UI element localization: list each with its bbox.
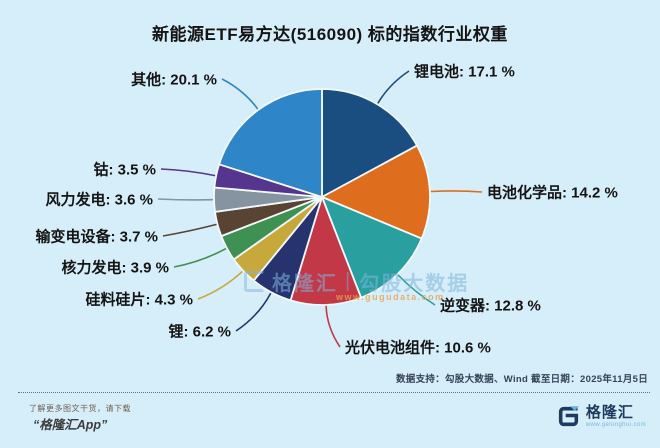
gelonghui-g-icon — [558, 406, 579, 427]
pie-slice — [321, 88, 418, 198]
slice-label: 钴: 3.5 % — [93, 161, 156, 179]
slice-label: 电池化学品: 14.2 % — [487, 184, 618, 202]
watermark-url: www.gugudata.com — [336, 292, 445, 302]
slice-label: 逆变器: 12.8 % — [440, 297, 541, 315]
watermark-brand: 格隆汇 — [272, 273, 338, 295]
leader-line — [397, 274, 436, 306]
pie-slice — [321, 144, 431, 240]
watermark-divider: | — [345, 270, 353, 292]
slice-label: 锂: 6.2 % — [168, 323, 231, 341]
footer-promo-text: 了解更多图文干货，请下载 — [29, 404, 131, 413]
watermark-name: 勾股大数据 — [359, 273, 470, 295]
pie-slice — [218, 88, 323, 198]
chart-title: 新能源ETF易方达(516090) 标的指数行业权重 — [152, 25, 508, 44]
logo-url-text: www.gelonghui.com — [585, 422, 646, 428]
leader-line — [430, 190, 483, 193]
leader-line — [221, 78, 259, 110]
pie-slice — [289, 196, 362, 306]
leader-line — [162, 223, 217, 237]
pie-slice — [321, 196, 423, 299]
footer-divider — [18, 392, 650, 393]
chart-watermark: 格隆汇 | 勾股大数据 — [244, 267, 469, 296]
leader-line — [160, 168, 216, 177]
leader-line — [325, 305, 341, 348]
slice-label: 硅料硅片: 4.3 % — [85, 291, 193, 309]
footer-app-name: “格隆汇App” — [33, 418, 108, 432]
slice-label: 风力发电: 3.6 % — [45, 191, 153, 209]
slice-label: 核力发电: 3.9 % — [61, 259, 169, 277]
slice-label: 其他: 20.1 % — [131, 71, 217, 89]
watermark-g-icon — [244, 271, 265, 292]
leader-line — [235, 292, 272, 332]
slice-label: 光伏电池组件: 10.6 % — [345, 339, 491, 357]
slice-label: 输变电设备: 3.7 % — [35, 228, 158, 246]
leader-line — [377, 70, 410, 104]
data-source-note: 数据支持：勾股大数据、Wind 截至日期：2025年11月5日 — [395, 374, 648, 385]
gelonghui-logo: 格隆汇 www.gelonghui.com — [556, 404, 646, 429]
slice-label: 锂电池: 17.1 % — [414, 63, 515, 81]
leader-line — [197, 270, 243, 300]
leader-line — [173, 247, 227, 268]
leader-line — [157, 198, 214, 201]
logo-brand-text: 格隆汇 — [585, 404, 634, 421]
